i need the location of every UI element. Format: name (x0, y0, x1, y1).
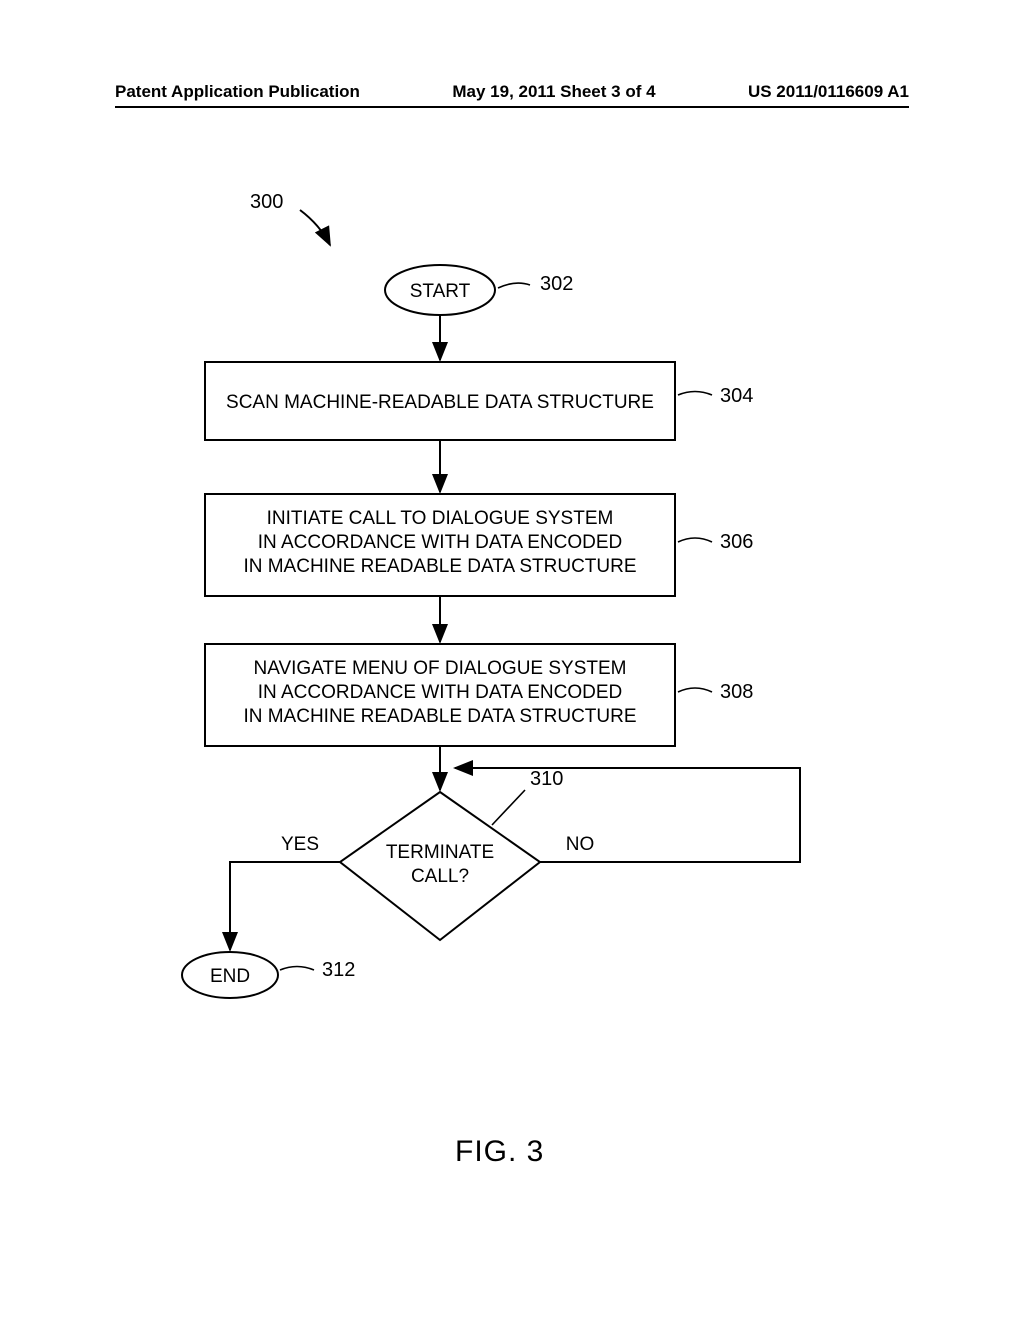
header-right: US 2011/0116609 A1 (748, 82, 909, 102)
header-left: Patent Application Publication (115, 82, 360, 102)
ref-308: 308 (720, 681, 753, 703)
decision-line2: CALL? (411, 866, 469, 887)
ref-312: 312 (322, 959, 355, 981)
no-label: NO (566, 834, 595, 855)
header-center: May 19, 2011 Sheet 3 of 4 (452, 82, 655, 102)
figure-caption: FIG. 3 (455, 1135, 544, 1169)
start-text: START (410, 281, 471, 302)
ref-304: 304 (720, 385, 753, 407)
end-text: END (210, 966, 250, 987)
step3-line2: IN ACCORDANCE WITH DATA ENCODED (258, 682, 623, 703)
ref-302: 302 (540, 273, 573, 295)
decision-line1: TERMINATE (386, 842, 494, 863)
step3-line1: NAVIGATE MENU OF DIALOGUE SYSTEM (253, 658, 626, 679)
step2-line2: IN ACCORDANCE WITH DATA ENCODED (258, 532, 623, 553)
header-rule (115, 106, 909, 108)
yes-label: YES (281, 834, 319, 855)
flowchart: 300 START 302 SCAN MACHINE-READABLE DATA… (0, 170, 1024, 1070)
ref-300: 300 (250, 191, 283, 213)
step2-line3: IN MACHINE READABLE DATA STRUCTURE (243, 556, 636, 577)
step3-line3: IN MACHINE READABLE DATA STRUCTURE (243, 706, 636, 727)
ref-306: 306 (720, 531, 753, 553)
page-header: Patent Application Publication May 19, 2… (115, 82, 909, 102)
step1-text: SCAN MACHINE-READABLE DATA STRUCTURE (226, 392, 654, 413)
ref-310: 310 (530, 768, 563, 790)
step2-line1: INITIATE CALL TO DIALOGUE SYSTEM (267, 508, 614, 529)
